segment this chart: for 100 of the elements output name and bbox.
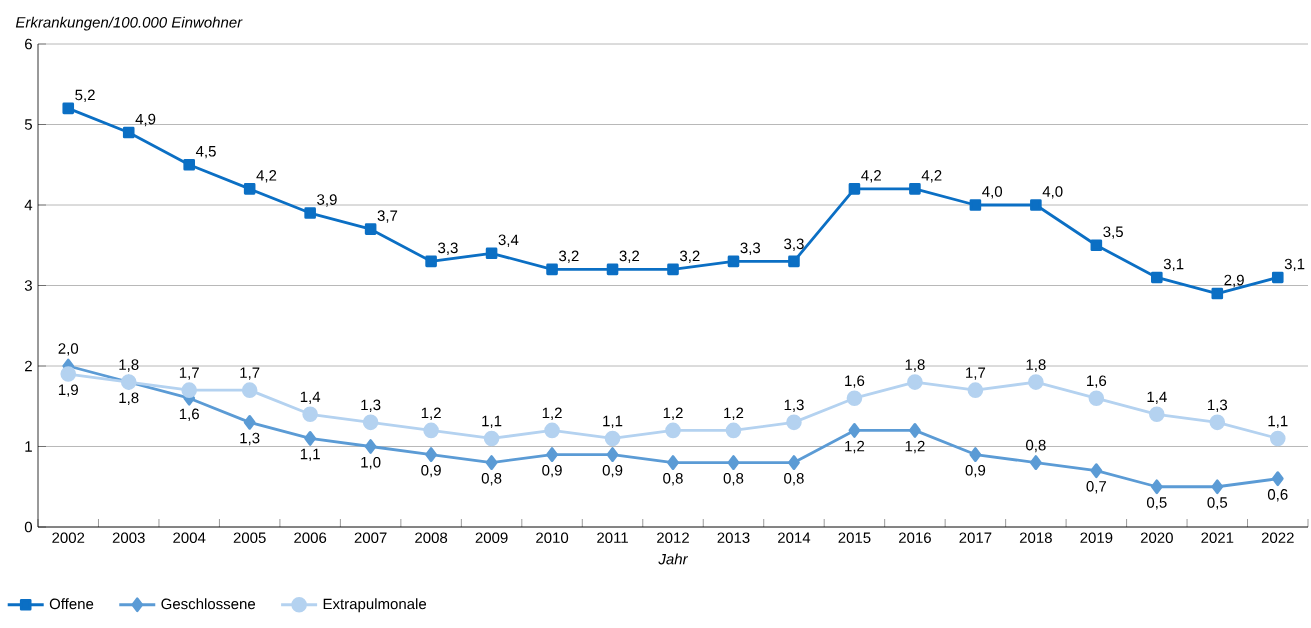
x-tick-label: 2020	[1140, 532, 1173, 544]
point	[62, 102, 75, 115]
data-label: 0,9	[602, 464, 623, 478]
data-label: 0,8	[1026, 439, 1046, 453]
point	[667, 455, 679, 471]
point	[848, 423, 861, 438]
data-label: 1,1	[1268, 415, 1288, 429]
data-label: 1,2	[845, 440, 865, 454]
data-label: 0,6	[1267, 489, 1288, 502]
point	[423, 422, 439, 439]
point	[1151, 271, 1163, 284]
data-label: 3,3	[784, 238, 804, 251]
legend-label: Extrapulmonale	[323, 598, 427, 613]
data-label: 1,7	[179, 367, 199, 380]
point	[1211, 479, 1224, 495]
y-tick-label: 0	[24, 521, 33, 533]
point	[425, 447, 437, 462]
x-tick-label: 2016	[898, 532, 931, 544]
x-tick-label: 2005	[233, 532, 266, 544]
x-tick-label: 2018	[1019, 532, 1052, 544]
point	[60, 366, 77, 382]
y-axis-title: Erkrankungen/100.000 Einwohner	[15, 16, 243, 31]
data-label: 1,6	[845, 375, 865, 388]
point	[969, 199, 982, 211]
data-label: 1,3	[361, 399, 381, 412]
point	[969, 447, 982, 462]
point	[364, 439, 377, 454]
point	[546, 263, 558, 276]
data-label: 0,9	[421, 464, 441, 478]
point	[788, 455, 800, 471]
data-label: 5,2	[75, 89, 95, 102]
data-label: 1,2	[905, 440, 925, 454]
data-label: 0,5	[1207, 497, 1228, 510]
point	[1028, 374, 1044, 390]
point	[907, 374, 923, 390]
data-label: 3,1	[1163, 258, 1184, 272]
point	[1269, 430, 1286, 447]
point	[304, 207, 316, 219]
point	[304, 431, 317, 446]
x-tick-label: 2003	[112, 532, 145, 544]
point	[1090, 463, 1103, 479]
data-label: 0,8	[784, 473, 804, 486]
point	[485, 247, 498, 260]
data-label: 3,3	[438, 242, 458, 255]
data-label: 4,5	[195, 146, 216, 159]
point	[1029, 455, 1042, 471]
point	[1149, 406, 1165, 423]
data-label: 2,0	[58, 343, 79, 356]
data-label: 4,2	[861, 170, 881, 183]
point	[1030, 199, 1042, 211]
y-tick-label: 4	[24, 199, 33, 211]
point	[362, 414, 379, 431]
data-label: 0,8	[723, 473, 744, 486]
x-tick-label: 2014	[778, 532, 811, 544]
point	[1271, 471, 1284, 487]
data-label: 4,0	[1042, 186, 1063, 199]
data-label: 1,2	[724, 407, 744, 420]
data-label: 1,4	[300, 391, 321, 404]
data-label: 1,3	[1208, 399, 1228, 412]
data-label: 3,7	[377, 210, 398, 223]
data-label: 4,2	[256, 170, 277, 183]
point	[606, 263, 619, 276]
point	[667, 263, 679, 276]
point	[727, 455, 740, 471]
point	[243, 414, 256, 430]
x-tick-label: 2013	[717, 532, 750, 544]
data-label: 1,1	[300, 448, 320, 462]
data-label: 3,2	[619, 250, 640, 263]
x-tick-label: 2021	[1201, 532, 1234, 544]
point	[483, 430, 500, 447]
point	[909, 183, 921, 195]
data-label: 1,7	[966, 367, 986, 380]
point	[243, 183, 256, 195]
x-tick-label: 2022	[1261, 532, 1294, 544]
x-tick-label: 2011	[597, 532, 628, 544]
y-tick-label: 2	[25, 360, 32, 372]
data-label: 1,3	[784, 399, 804, 412]
data-label: 1,8	[905, 359, 925, 372]
legend-label: Offene	[49, 598, 94, 610]
data-label: 0,7	[1086, 481, 1107, 494]
data-label: 1,9	[58, 384, 78, 397]
data-label: 3,5	[1103, 226, 1123, 239]
x-tick-label: 2004	[173, 532, 206, 544]
point	[241, 382, 258, 398]
data-label: 3,3	[740, 242, 761, 255]
point	[1209, 414, 1226, 431]
x-tick-label: 2002	[52, 532, 85, 544]
point	[1090, 239, 1103, 252]
data-label: 1,7	[240, 367, 260, 380]
point	[846, 390, 863, 406]
point	[665, 422, 681, 439]
point	[909, 423, 921, 438]
data-label: 1,3	[240, 432, 260, 446]
point	[848, 183, 861, 195]
data-label: 1,2	[542, 407, 562, 420]
data-label: 4,9	[135, 113, 156, 127]
x-tick-label: 2012	[657, 532, 689, 544]
x-tick-label: 2007	[354, 532, 387, 544]
x-tick-label: 2017	[959, 532, 992, 544]
x-axis-title: Jahr	[658, 553, 689, 565]
